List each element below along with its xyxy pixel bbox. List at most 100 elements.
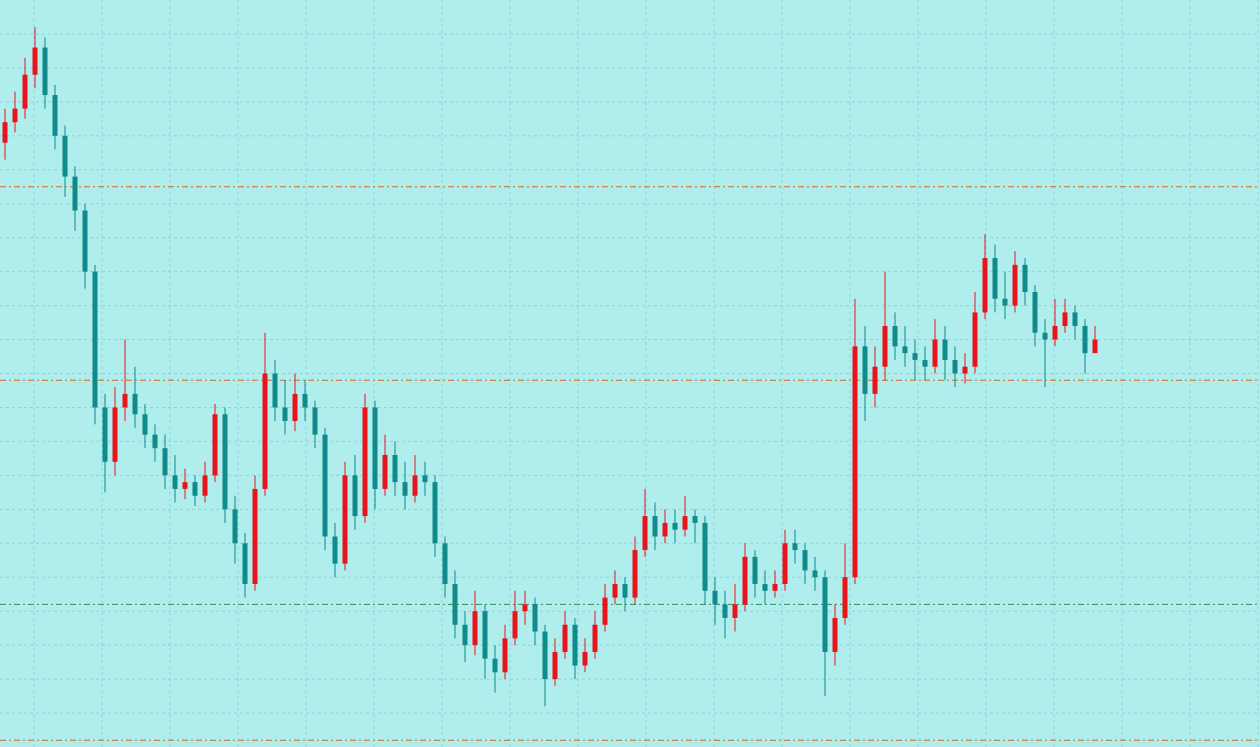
candle-body (1022, 264, 1028, 293)
candle-body (712, 590, 718, 605)
candle-body (112, 407, 118, 462)
candle-body (1042, 332, 1048, 340)
candle-body (342, 475, 348, 564)
candle-body (292, 393, 298, 422)
candle-body (382, 454, 388, 489)
candle-body (942, 339, 948, 360)
candle-body (82, 210, 88, 272)
candle-body (182, 482, 188, 489)
candle-body (172, 475, 178, 489)
candle-body (982, 258, 988, 313)
candle-body (472, 611, 478, 646)
candle-body (842, 577, 848, 618)
candle-body (552, 651, 558, 680)
candle-body (322, 434, 328, 537)
candle-body (642, 516, 648, 551)
candle-body (872, 366, 878, 394)
candle-body (72, 176, 78, 211)
candle-body (272, 373, 278, 408)
candle-body (362, 407, 368, 517)
candle-body (1072, 312, 1078, 326)
candle-body (662, 522, 668, 537)
candle-body (902, 346, 908, 354)
candle-body (242, 543, 248, 585)
candle-body (812, 570, 818, 578)
candle-body (442, 543, 448, 585)
candle-body (652, 516, 658, 537)
candle-body (462, 624, 468, 646)
candle-body (232, 509, 238, 544)
candle-body (2, 122, 8, 143)
candle-body (832, 617, 838, 652)
candle-body (522, 604, 528, 612)
candle-body (742, 556, 748, 605)
candle-body (972, 312, 978, 367)
candle-body (412, 475, 418, 496)
candle-body (62, 135, 68, 177)
candle-body (912, 353, 918, 360)
candle-body (372, 407, 378, 489)
candle-body (852, 346, 858, 578)
candle-body (502, 638, 508, 673)
candle-body (692, 516, 698, 523)
candle-body (892, 325, 898, 347)
candle-body (1062, 312, 1068, 326)
candle-body (962, 366, 968, 374)
candle-body (1052, 325, 1058, 340)
candle-body (42, 47, 48, 96)
candle-body (482, 611, 488, 659)
candle-body (162, 448, 168, 476)
candle-body (932, 339, 938, 367)
candle-body (392, 454, 398, 483)
candle-body (762, 584, 768, 591)
candle-body (572, 624, 578, 666)
candle-body (1032, 292, 1038, 333)
candle-body (632, 550, 638, 598)
candle-body (262, 373, 268, 489)
candle-body (862, 346, 868, 394)
candle-body (882, 325, 888, 367)
candle-body (142, 414, 148, 435)
candle-body (562, 624, 568, 652)
candle-body (722, 604, 728, 618)
candle-body (612, 584, 618, 598)
candle-body (222, 414, 228, 510)
candle-body (512, 611, 518, 639)
candle-body (252, 488, 258, 585)
candle-body (952, 359, 958, 374)
candle-body (212, 414, 218, 476)
candle-body (312, 407, 318, 435)
candle-body (432, 482, 438, 544)
candle-body (1082, 325, 1088, 354)
candle-body (772, 584, 778, 591)
candle-body (592, 624, 598, 652)
candle-body (732, 604, 738, 618)
candle-body (302, 393, 308, 408)
candle-body (132, 393, 138, 415)
candle-body (922, 359, 928, 367)
candle-body (492, 658, 498, 673)
candle-body (52, 95, 58, 136)
candle-body (332, 536, 338, 564)
candle-body (802, 550, 808, 571)
candle-body (1012, 264, 1018, 306)
candle-body (192, 482, 198, 496)
candle-body (992, 258, 998, 299)
candle-body (152, 434, 158, 449)
candle-body (12, 108, 18, 123)
candle-body (532, 604, 538, 632)
candle-body (1002, 298, 1008, 306)
candle-body (1092, 339, 1098, 354)
candle-body (92, 271, 98, 408)
candle-body (752, 556, 758, 585)
candle-body (402, 482, 408, 496)
candle-body (792, 543, 798, 551)
candle-body (202, 475, 208, 496)
candle-body (102, 407, 108, 462)
candle-body (682, 516, 688, 530)
candle-body (702, 522, 708, 591)
candle-body (422, 475, 428, 483)
candle-body (282, 407, 288, 422)
